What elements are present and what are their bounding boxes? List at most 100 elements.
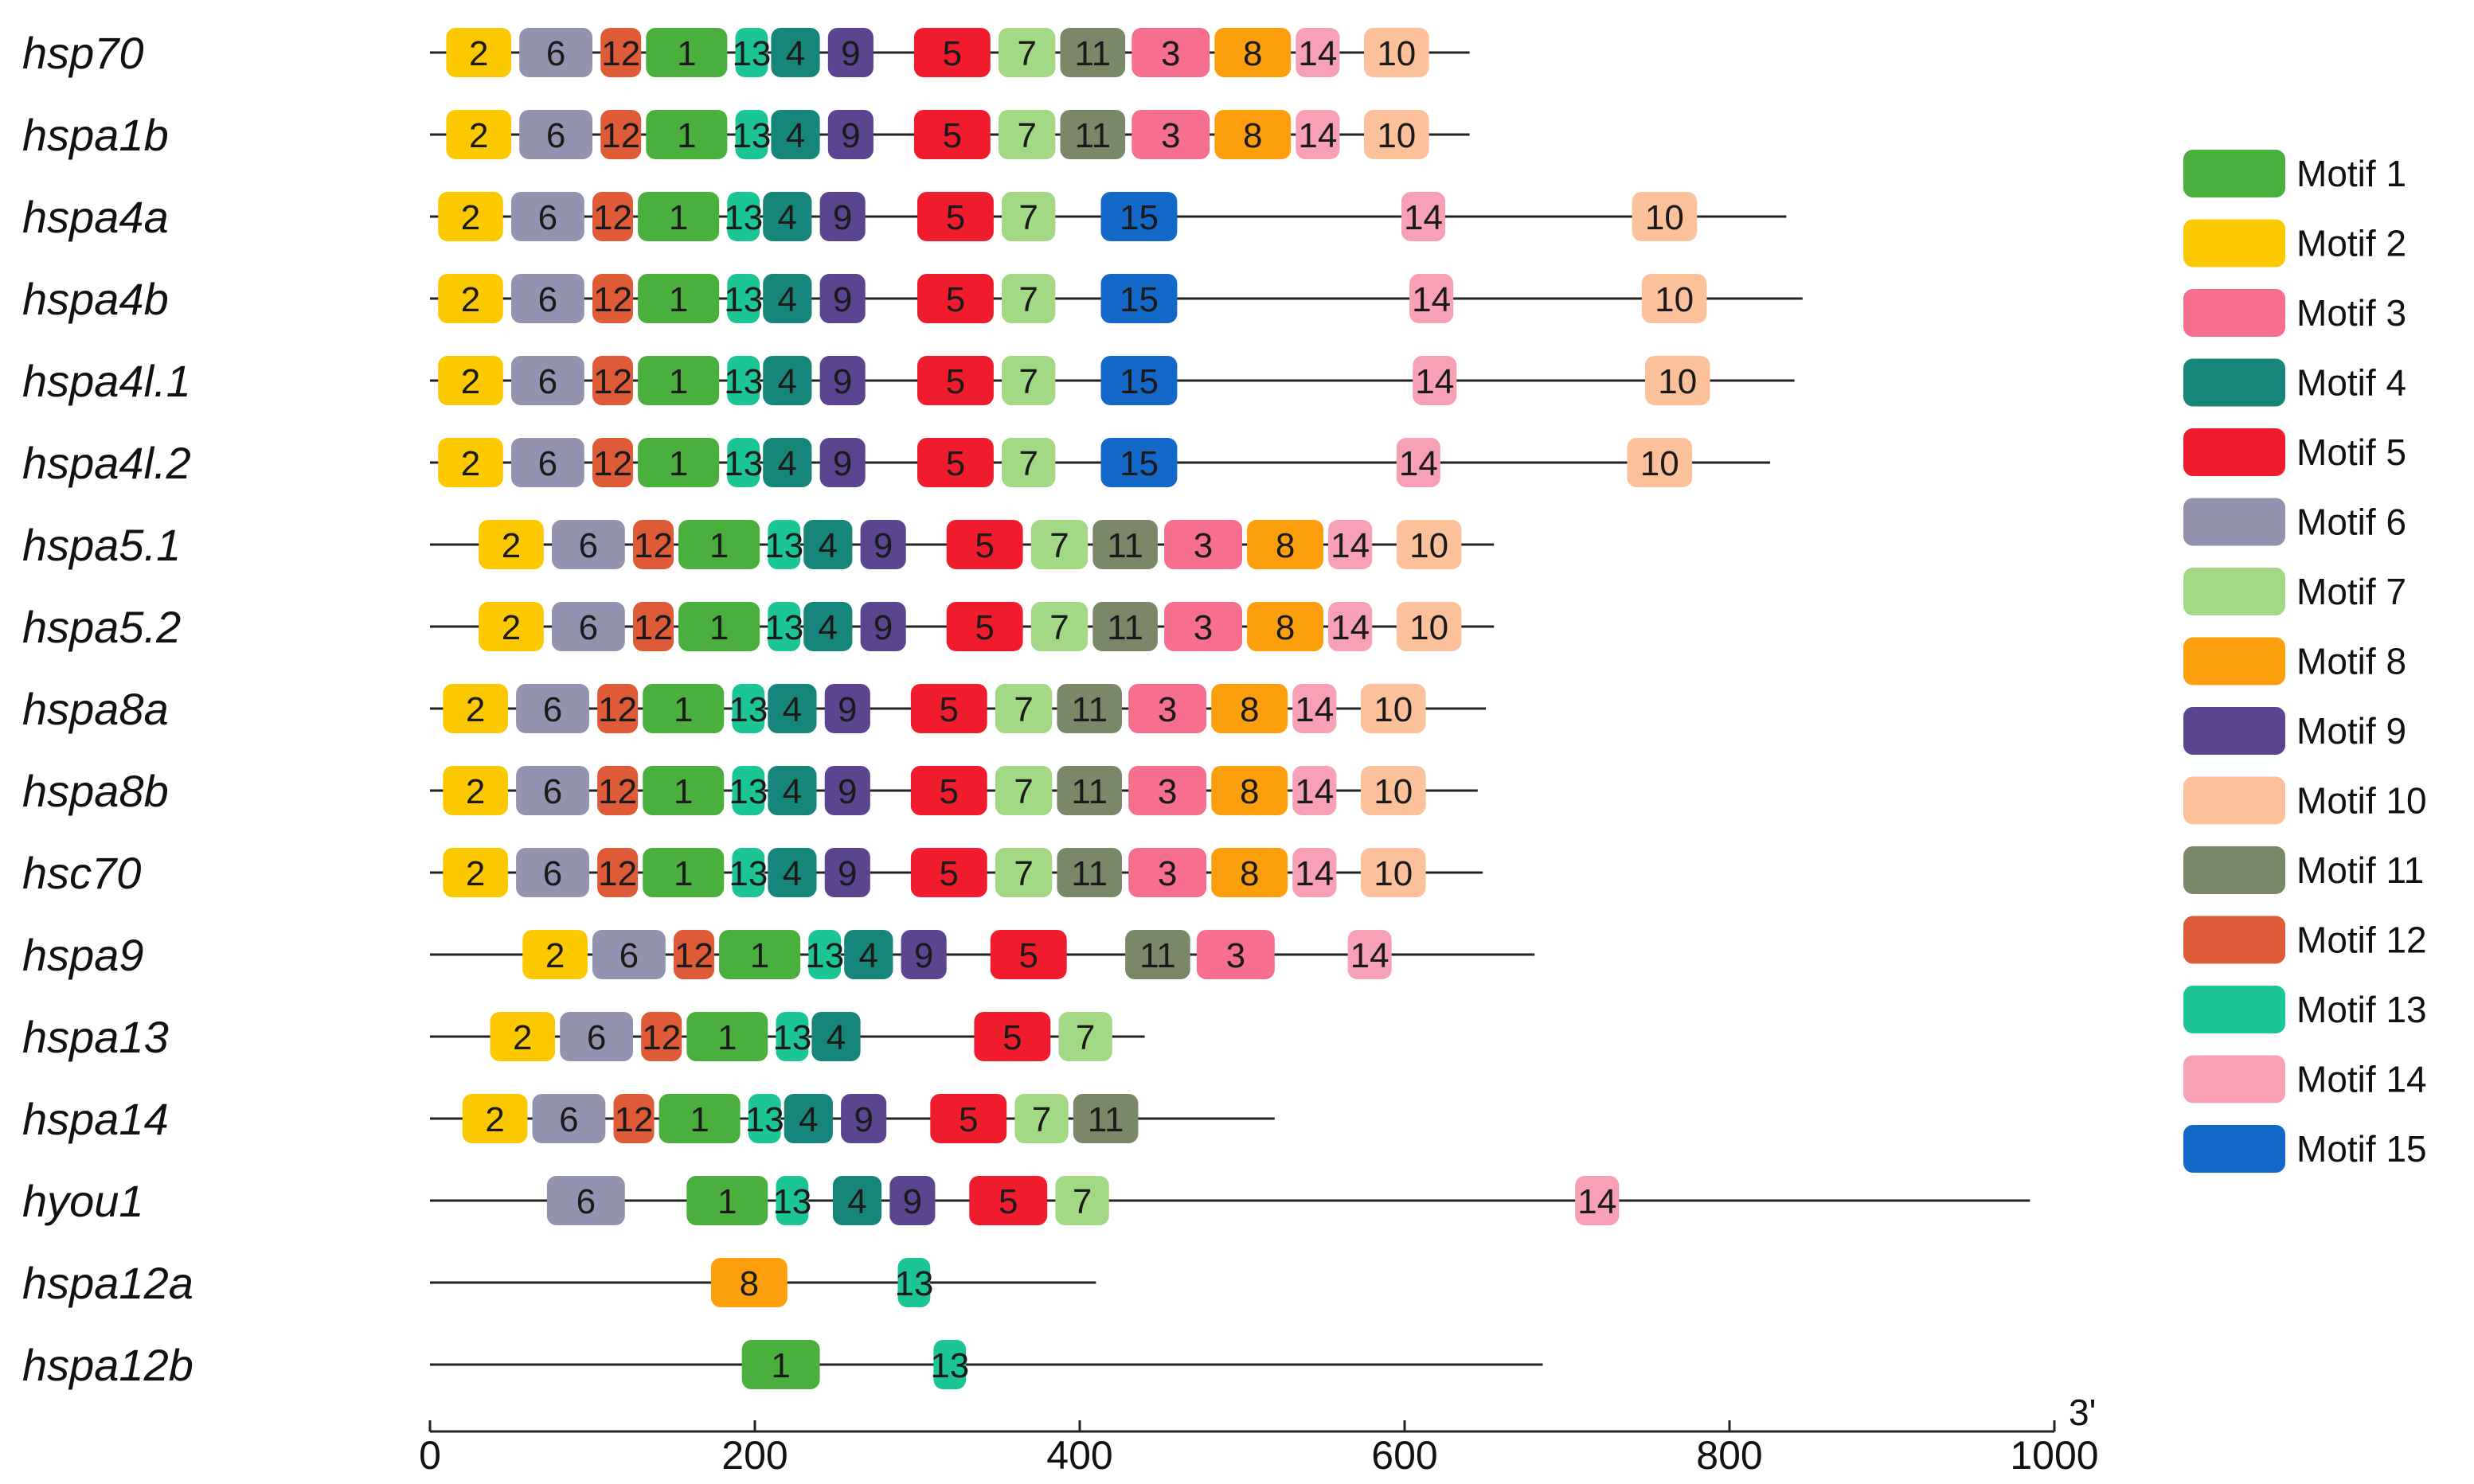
legend-label: Motif 3 [2296,292,2406,334]
motif-box [917,192,994,241]
motif-box [1128,766,1207,815]
motif-number: 8 [1243,34,1262,73]
legend-item: Motif 15 [2183,1125,2427,1173]
motif-box [768,520,801,569]
motif-number: 6 [587,1018,606,1057]
motif-number: 7 [1014,772,1033,811]
motif-box [1131,28,1210,77]
motif-number: 13 [805,936,844,975]
motif-box [974,1012,1051,1061]
motif-number: 10 [1374,854,1413,893]
legend-swatch [2183,916,2285,964]
motif-number: 12 [598,690,637,729]
motif-box [511,438,584,487]
motif-number: 6 [538,280,557,319]
motif-number: 6 [579,608,598,647]
motif-number: 1 [669,362,688,401]
motif-box [519,28,592,77]
motif-number: 14 [1404,198,1443,237]
motif-box [638,274,720,323]
gene-name: hspa9 [22,930,144,980]
motif-number: 1 [669,198,688,237]
gene-row: hspa4l.2 2 6 12 1 13 4 9 5 7 15 14 10 [22,438,1770,488]
motif-number: 10 [1640,444,1679,483]
motif-number: 6 [543,772,562,811]
motif-number: 13 [772,1182,811,1221]
legend-item: Motif 2 [2183,219,2406,268]
motif-number: 7 [1073,1182,1092,1221]
motif-number: 6 [538,198,557,237]
motif-box [768,684,817,733]
motif-box [860,520,906,569]
motif-box [1058,1012,1112,1061]
motif-box [913,110,991,159]
motif-box [732,766,765,815]
motif-box [768,766,817,815]
motif-box [768,848,817,897]
motif-box [446,28,511,77]
motif-box [735,28,768,77]
motif-number: 11 [1107,608,1143,647]
motif-box [827,28,874,77]
motif-box [1413,356,1457,405]
motif-box [1100,356,1178,405]
axis-tick-label: 800 [1696,1433,1762,1478]
motif-number: 14 [1415,362,1454,401]
motif-box [1409,274,1454,323]
motif-number: 9 [914,936,933,975]
gene-name: hspa8b [22,766,169,816]
legend-item: Motif 10 [2183,776,2427,825]
axis-tick-label: 1000 [2010,1433,2098,1478]
motif-box [1328,602,1373,651]
motif-number: 9 [838,772,857,811]
motif-box [930,1094,1007,1143]
motif-number: 12 [598,772,637,811]
motif-number: 2 [469,34,488,73]
motif-box [1292,766,1337,815]
motif-number: 7 [1017,116,1036,155]
motif-number: 10 [1655,280,1694,319]
motif-box [1014,1094,1069,1143]
motif-box [516,684,589,733]
motif-box [597,684,639,733]
motif-number: 4 [847,1182,866,1221]
motif-box [824,766,870,815]
motif-box [1644,356,1710,405]
motif-number: 13 [729,772,768,811]
motif-box [771,110,820,159]
motif-box [1211,848,1288,897]
motif-box [889,1176,936,1225]
motif-box [824,684,870,733]
legend-item: Motif 7 [2183,568,2406,615]
motif-legend: Motif 1 Motif 2 Motif 3 Motif 4 Motif 5 Motif… [2183,150,2427,1173]
motif-number: 13 [772,1018,811,1057]
gene-name: hspa1b [22,110,169,160]
motif-box [1128,684,1207,733]
legend-swatch [2183,219,2285,268]
axis-tick-label: 0 [419,1433,441,1478]
legend-swatch [2183,986,2285,1033]
motif-number: 15 [1120,280,1159,319]
gene-name: hspa8a [22,684,169,734]
motif-box [592,356,633,405]
motif-number: 12 [601,116,640,155]
motif-box [597,848,639,897]
motif-number: 12 [593,280,632,319]
motif-number: 1 [771,1346,790,1385]
motif-number: 5 [940,772,959,811]
motif-box [1364,28,1429,77]
motif-number: 4 [778,444,797,483]
motif-number: 1 [677,34,696,73]
motif-box [1131,110,1210,159]
gene-name: hspa13 [22,1012,169,1062]
gene-row: hspa4l.1 2 6 12 1 13 4 9 5 7 15 14 10 [22,356,1795,406]
motif-box [897,1258,931,1307]
motif-number: 7 [1018,362,1038,401]
motif-box [643,766,725,815]
motif-number: 9 [903,1182,922,1221]
motif-box [643,684,725,733]
motif-number: 13 [724,198,763,237]
motif-box [727,192,760,241]
motif-number: 12 [593,444,632,483]
motif-number: 10 [1377,34,1416,73]
